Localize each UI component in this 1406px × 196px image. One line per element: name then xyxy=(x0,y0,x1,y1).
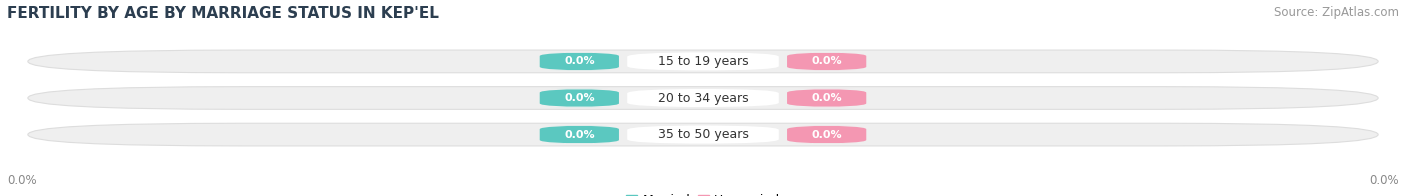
Text: 0.0%: 0.0% xyxy=(564,93,595,103)
FancyBboxPatch shape xyxy=(627,125,779,144)
FancyBboxPatch shape xyxy=(787,89,866,107)
FancyBboxPatch shape xyxy=(540,52,619,71)
Text: FERTILITY BY AGE BY MARRIAGE STATUS IN KEP'EL: FERTILITY BY AGE BY MARRIAGE STATUS IN K… xyxy=(7,6,439,21)
Text: 35 to 50 years: 35 to 50 years xyxy=(658,128,748,141)
Text: 0.0%: 0.0% xyxy=(564,130,595,140)
FancyBboxPatch shape xyxy=(787,52,866,71)
Text: 0.0%: 0.0% xyxy=(7,174,37,187)
Text: 0.0%: 0.0% xyxy=(811,130,842,140)
Legend: Married, Unmarried: Married, Unmarried xyxy=(626,194,780,196)
FancyBboxPatch shape xyxy=(787,125,866,144)
Text: 0.0%: 0.0% xyxy=(1369,174,1399,187)
FancyBboxPatch shape xyxy=(28,50,1378,73)
Text: 20 to 34 years: 20 to 34 years xyxy=(658,92,748,104)
FancyBboxPatch shape xyxy=(540,125,619,144)
Text: 15 to 19 years: 15 to 19 years xyxy=(658,55,748,68)
FancyBboxPatch shape xyxy=(540,89,619,107)
Text: 0.0%: 0.0% xyxy=(564,56,595,66)
Text: 0.0%: 0.0% xyxy=(811,56,842,66)
Text: Source: ZipAtlas.com: Source: ZipAtlas.com xyxy=(1274,6,1399,19)
FancyBboxPatch shape xyxy=(627,52,779,71)
FancyBboxPatch shape xyxy=(28,87,1378,109)
FancyBboxPatch shape xyxy=(28,123,1378,146)
Text: 0.0%: 0.0% xyxy=(811,93,842,103)
FancyBboxPatch shape xyxy=(627,89,779,107)
